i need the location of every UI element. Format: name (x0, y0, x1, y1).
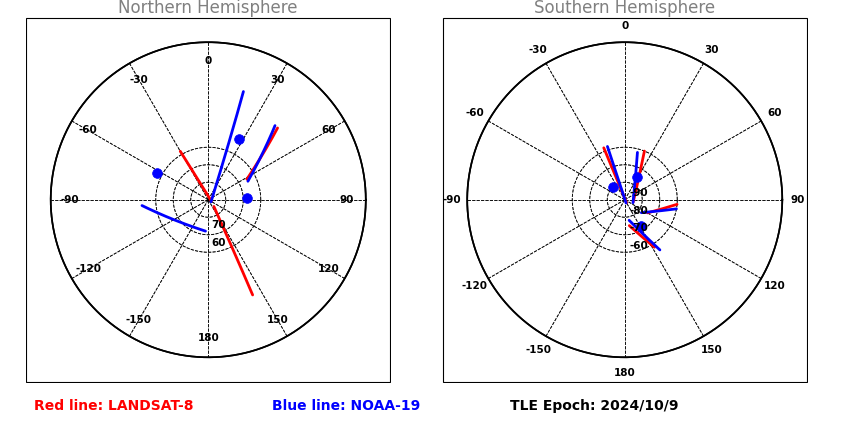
Text: -30: -30 (129, 75, 148, 85)
Text: -150: -150 (126, 315, 152, 325)
Text: 150: 150 (700, 345, 722, 355)
Text: -90: -90 (630, 188, 648, 198)
Text: -90: -90 (442, 195, 461, 205)
Circle shape (51, 42, 366, 357)
Text: -60: -60 (630, 241, 649, 251)
Text: -60: -60 (465, 108, 484, 118)
Text: -120: -120 (75, 264, 101, 274)
Text: -150: -150 (525, 345, 551, 355)
Text: 180: 180 (614, 368, 636, 378)
Text: 120: 120 (764, 281, 785, 292)
Text: 60: 60 (321, 125, 336, 136)
Text: Red line: LANDSAT-8: Red line: LANDSAT-8 (34, 399, 194, 413)
Text: 30: 30 (704, 45, 718, 55)
Circle shape (468, 42, 782, 357)
Text: 90: 90 (340, 195, 354, 205)
Title: Southern Hemisphere: Southern Hemisphere (534, 0, 716, 17)
Text: 120: 120 (317, 264, 339, 274)
Text: -90: -90 (60, 195, 79, 205)
Text: Blue line: NOAA-19: Blue line: NOAA-19 (272, 399, 420, 413)
Text: 90: 90 (790, 195, 805, 205)
Text: 60: 60 (768, 108, 782, 118)
Circle shape (468, 42, 782, 357)
Text: -120: -120 (462, 281, 488, 292)
Text: 0: 0 (621, 21, 628, 31)
Text: TLE Epoch: 2024/10/9: TLE Epoch: 2024/10/9 (510, 399, 678, 413)
Title: Northern Hemisphere: Northern Hemisphere (118, 0, 298, 17)
Text: -30: -30 (529, 45, 547, 55)
Text: 60: 60 (212, 238, 226, 247)
Text: -60: -60 (79, 125, 98, 136)
Text: -70: -70 (630, 224, 649, 233)
Text: 150: 150 (267, 315, 288, 325)
Text: 30: 30 (270, 75, 285, 85)
Text: 70: 70 (212, 220, 226, 230)
Text: 0: 0 (205, 56, 212, 66)
Text: 180: 180 (197, 333, 219, 343)
Circle shape (51, 42, 366, 357)
Text: -80: -80 (630, 206, 649, 216)
